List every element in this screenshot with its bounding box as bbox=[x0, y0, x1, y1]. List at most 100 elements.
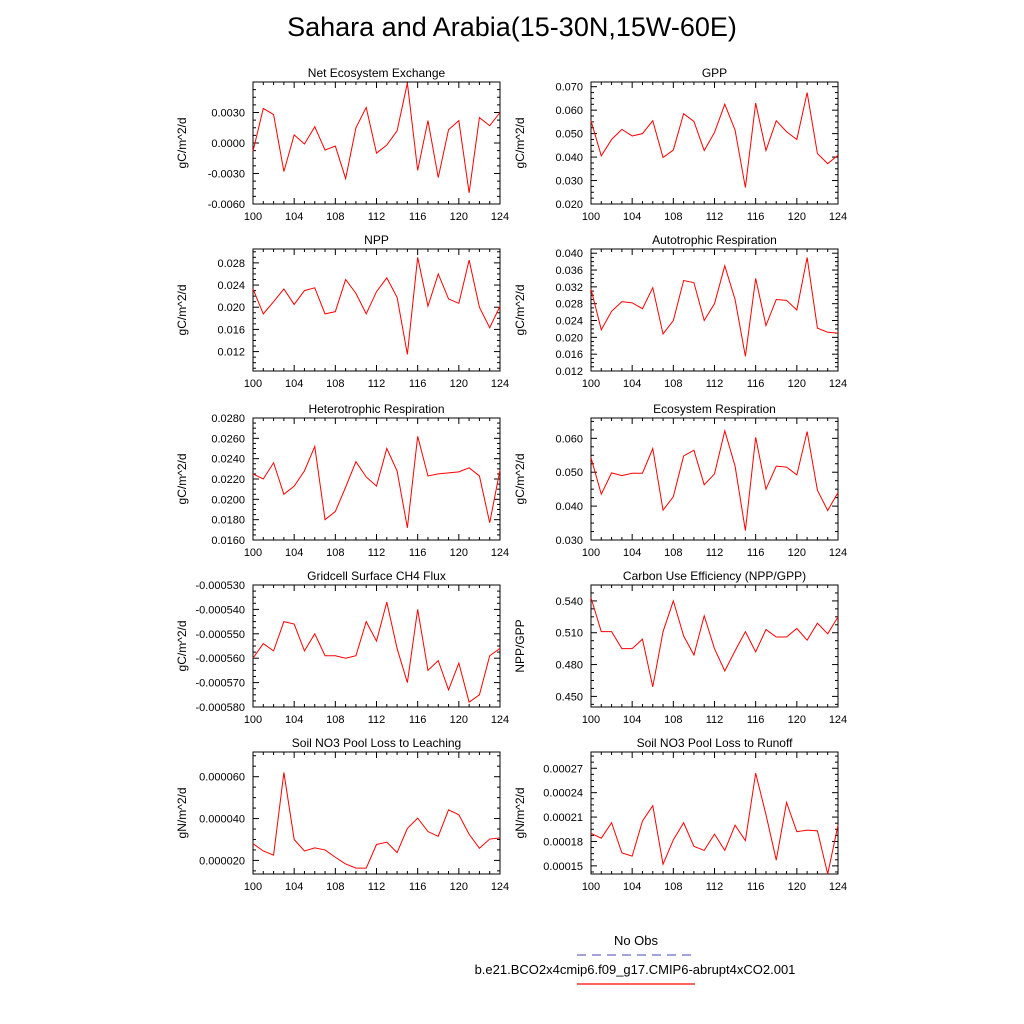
y-tick-label: 0.032 bbox=[555, 282, 583, 294]
y-axis-label: gC/m^2/d bbox=[175, 454, 189, 505]
x-tick-label: 108 bbox=[664, 547, 682, 559]
x-tick-label: 124 bbox=[829, 378, 847, 390]
legend-case-label: b.e21.BCO2x4cmip6.f09_g17.CMIP6-abrupt4x… bbox=[474, 962, 796, 977]
x-tick-label: 112 bbox=[368, 211, 386, 223]
chart-title: Gridcell Surface CH4 Flux bbox=[307, 569, 446, 583]
x-tick-label: 116 bbox=[409, 881, 427, 893]
x-tick-label: 116 bbox=[409, 547, 427, 559]
x-tick-label: 112 bbox=[368, 378, 386, 390]
y-tick-label: 0.0280 bbox=[211, 413, 245, 425]
x-tick-label: 124 bbox=[829, 211, 847, 223]
chart-title: Net Ecosystem Exchange bbox=[308, 66, 446, 80]
chart-panel: GPP gC/m^2/d 100 104 108 112 116 120 124 0.070 0.0… bbox=[513, 66, 847, 223]
x-tick-label: 116 bbox=[409, 378, 427, 390]
x-tick-label: 112 bbox=[368, 881, 386, 893]
x-tick-label: 108 bbox=[326, 211, 344, 223]
x-tick-label: 120 bbox=[450, 714, 468, 726]
page-title: Sahara and Arabia(15-30N,15W-60E) bbox=[287, 12, 737, 42]
x-tick-label: 112 bbox=[368, 547, 386, 559]
x-tick-label: 100 bbox=[582, 211, 600, 223]
x-tick-label: 116 bbox=[747, 547, 765, 559]
x-tick-label: 120 bbox=[450, 211, 468, 223]
y-tick-label: 0.00015 bbox=[543, 861, 583, 873]
y-tick-label: -0.000550 bbox=[195, 629, 245, 641]
y-axis-label: gC/m^2/d bbox=[175, 285, 189, 336]
y-axis-label: gC/m^2/d bbox=[513, 285, 527, 336]
y-tick-label: 0.00021 bbox=[543, 812, 583, 824]
x-tick-label: 112 bbox=[706, 378, 724, 390]
y-tick-label: 0.060 bbox=[555, 105, 583, 117]
x-tick-label: 108 bbox=[664, 211, 682, 223]
y-tick-label: 0.000060 bbox=[199, 772, 245, 784]
y-tick-label: 0.020 bbox=[555, 332, 583, 344]
y-tick-label: -0.0030 bbox=[208, 169, 245, 181]
x-tick-label: 108 bbox=[326, 378, 344, 390]
chart-title: Carbon Use Efficiency (NPP/GPP) bbox=[623, 569, 806, 583]
x-tick-label: 116 bbox=[747, 881, 765, 893]
y-tick-label: 0.00024 bbox=[543, 788, 583, 800]
y-tick-label: -0.000570 bbox=[195, 678, 245, 690]
x-tick-label: 100 bbox=[582, 378, 600, 390]
series-line bbox=[590, 428, 839, 531]
y-tick-label: 0.016 bbox=[217, 324, 245, 336]
x-tick-label: 116 bbox=[747, 211, 765, 223]
series-line bbox=[590, 597, 839, 687]
y-tick-label: 0.480 bbox=[555, 660, 583, 672]
x-tick-label: 104 bbox=[285, 211, 303, 223]
chart-title: Heterotrophic Respiration bbox=[308, 402, 444, 416]
x-tick-label: 108 bbox=[664, 714, 682, 726]
x-tick-label: 104 bbox=[285, 547, 303, 559]
x-tick-label: 104 bbox=[285, 378, 303, 390]
series-line bbox=[252, 436, 501, 528]
series-line bbox=[590, 92, 839, 188]
y-tick-label: 0.024 bbox=[555, 316, 583, 328]
x-tick-label: 124 bbox=[491, 714, 509, 726]
x-tick-label: 124 bbox=[829, 714, 847, 726]
x-tick-label: 124 bbox=[491, 547, 509, 559]
x-tick-label: 116 bbox=[747, 714, 765, 726]
y-tick-label: 0.070 bbox=[555, 82, 583, 94]
y-tick-label: 0.060 bbox=[555, 433, 583, 445]
legend-obs-label: No Obs bbox=[613, 933, 659, 948]
y-tick-label: 0.016 bbox=[555, 349, 583, 361]
x-tick-label: 108 bbox=[326, 714, 344, 726]
chart-title: Autotrophic Respiration bbox=[652, 233, 777, 247]
y-tick-label: -0.000530 bbox=[195, 580, 245, 592]
x-tick-label: 120 bbox=[450, 378, 468, 390]
x-tick-label: 112 bbox=[706, 211, 724, 223]
chart-panel: Soil NO3 Pool Loss to Runoff gN/m^2/d 100 1… bbox=[513, 736, 847, 893]
x-tick-label: 112 bbox=[706, 547, 724, 559]
y-tick-label: 0.040 bbox=[555, 501, 583, 513]
x-tick-label: 120 bbox=[450, 547, 468, 559]
y-axis-label: gC/m^2/d bbox=[175, 621, 189, 672]
y-tick-label: 0.0240 bbox=[211, 454, 245, 466]
x-tick-label: 116 bbox=[409, 211, 427, 223]
x-tick-label: 120 bbox=[788, 378, 806, 390]
y-tick-label: 0.0000 bbox=[211, 138, 245, 150]
y-tick-label: 0.050 bbox=[555, 467, 583, 479]
x-tick-label: 104 bbox=[285, 714, 303, 726]
x-tick-label: 124 bbox=[491, 881, 509, 893]
series-line bbox=[252, 601, 501, 703]
x-tick-label: 100 bbox=[244, 211, 262, 223]
chart-title: GPP bbox=[702, 66, 727, 80]
x-tick-label: 124 bbox=[829, 547, 847, 559]
y-tick-label: 0.012 bbox=[555, 366, 583, 378]
chart-title: Soil NO3 Pool Loss to Leaching bbox=[292, 736, 461, 750]
y-axis-label: NPP/GPP bbox=[513, 619, 527, 672]
y-axis-label: gC/m^2/d bbox=[513, 454, 527, 505]
x-tick-label: 108 bbox=[664, 378, 682, 390]
chart-panel: Soil NO3 Pool Loss to Leaching gN/m^2/d 10… bbox=[175, 736, 509, 893]
y-axis-label: gC/m^2/d bbox=[513, 118, 527, 169]
y-tick-label: 0.028 bbox=[555, 299, 583, 311]
x-tick-label: 100 bbox=[582, 881, 600, 893]
chart-panel: NPP gC/m^2/d 100 104 108 112 116 120 124 0.028 0.0… bbox=[175, 233, 509, 390]
series-line bbox=[590, 773, 839, 875]
x-tick-label: 104 bbox=[623, 881, 641, 893]
x-tick-label: 120 bbox=[788, 881, 806, 893]
y-tick-label: 0.540 bbox=[555, 596, 583, 608]
y-tick-label: 0.024 bbox=[217, 280, 245, 292]
y-tick-label: 0.450 bbox=[555, 691, 583, 703]
